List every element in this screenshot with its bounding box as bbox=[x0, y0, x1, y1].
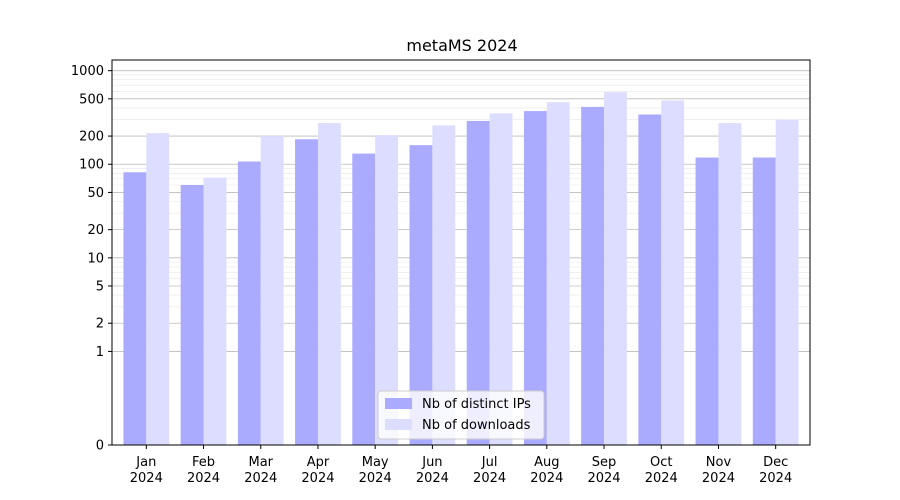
x-tick-label-month: Jun bbox=[421, 455, 442, 470]
legend-swatch bbox=[385, 419, 412, 430]
legend-label: Nb of downloads bbox=[422, 418, 531, 433]
bar-downloads bbox=[604, 92, 627, 446]
x-tick-label-month: Feb bbox=[192, 455, 215, 470]
bar-distinct-ips bbox=[752, 157, 776, 445]
bar-downloads bbox=[375, 135, 399, 445]
bar-distinct-ips bbox=[123, 172, 147, 446]
x-tick-label-year: 2024 bbox=[645, 471, 678, 486]
y-tick-label: 1000 bbox=[71, 64, 104, 79]
bar-downloads bbox=[146, 133, 170, 446]
x-tick-label-year: 2024 bbox=[587, 471, 620, 486]
legend-swatch bbox=[385, 398, 412, 409]
x-tick-label-year: 2024 bbox=[244, 471, 277, 486]
bar-distinct-ips bbox=[352, 153, 376, 446]
x-tick-label-year: 2024 bbox=[473, 471, 506, 486]
x-tick-label-year: 2024 bbox=[702, 471, 735, 486]
bar-downloads bbox=[489, 113, 513, 446]
bar-downloads bbox=[661, 100, 685, 445]
bar-layer bbox=[123, 92, 799, 446]
bar-distinct-ips bbox=[295, 139, 318, 445]
bar-distinct-ips bbox=[638, 114, 662, 445]
plot-frame bbox=[111, 59, 811, 446]
x-tick-label-year: 2024 bbox=[187, 471, 220, 486]
x-tick-label-month: Aug bbox=[534, 455, 559, 470]
x-tick-label-month: Nov bbox=[706, 455, 732, 470]
x-tick-label-month: Oct bbox=[650, 455, 672, 470]
x-tick-label-year: 2024 bbox=[759, 471, 792, 486]
x-tick-label-year: 2024 bbox=[301, 471, 334, 486]
y-tick-label: 50 bbox=[87, 186, 104, 201]
y-tick-label: 1 bbox=[96, 345, 104, 360]
x-tick-label-year: 2024 bbox=[530, 471, 563, 486]
y-tick-label: 200 bbox=[79, 130, 104, 145]
bar-distinct-ips bbox=[180, 185, 204, 445]
bar-distinct-ips bbox=[523, 111, 547, 445]
bar-distinct-ips bbox=[409, 145, 433, 445]
x-tick-label-month: May bbox=[362, 455, 389, 470]
x-tick-label-year: 2024 bbox=[130, 471, 163, 486]
bar-downloads bbox=[260, 136, 284, 446]
bar-distinct-ips bbox=[237, 161, 261, 445]
bar-distinct-ips bbox=[466, 120, 490, 445]
y-tick-label: 20 bbox=[87, 223, 104, 238]
bar-downloads bbox=[203, 177, 227, 446]
x-tick-label-month: Dec bbox=[763, 455, 788, 470]
y-tick-label: 100 bbox=[79, 158, 104, 173]
x-tick-label-month: Jul bbox=[481, 455, 498, 470]
bar-distinct-ips bbox=[581, 106, 605, 445]
x-tick-label-month: Jan bbox=[135, 455, 156, 470]
bar-downloads bbox=[317, 123, 341, 446]
bar-downloads bbox=[432, 125, 456, 445]
y-axis: 0 1 2 5 10 20 50 100 200 500 1000 bbox=[71, 64, 112, 454]
legend: Nb of distinct IPs Nb of downloads bbox=[377, 390, 545, 440]
y-tick-label: 0 bbox=[96, 439, 104, 454]
bar-downloads bbox=[775, 119, 799, 446]
y-tick-label: 10 bbox=[87, 251, 104, 266]
bar-downloads bbox=[546, 102, 570, 446]
bar-distinct-ips bbox=[695, 157, 719, 445]
y-tick-label: 2 bbox=[96, 317, 104, 332]
y-tick-label: 500 bbox=[79, 92, 104, 107]
x-tick-label-month: Apr bbox=[307, 455, 330, 470]
legend-label: Nb of distinct IPs bbox=[422, 397, 531, 412]
x-axis: Jan2024Feb2024Mar2024Apr2024May2024Jun20… bbox=[130, 445, 792, 486]
x-tick-label-month: Mar bbox=[248, 455, 273, 470]
y-tick-label: 5 bbox=[96, 280, 104, 295]
bar-downloads bbox=[718, 123, 742, 446]
x-tick-label-year: 2024 bbox=[416, 471, 449, 486]
x-tick-label-year: 2024 bbox=[359, 471, 392, 486]
chart-title: metaMS 2024 bbox=[406, 36, 517, 55]
legend-box bbox=[377, 390, 545, 440]
x-tick-label-month: Sep bbox=[592, 455, 617, 470]
grid-layer bbox=[112, 70, 810, 352]
